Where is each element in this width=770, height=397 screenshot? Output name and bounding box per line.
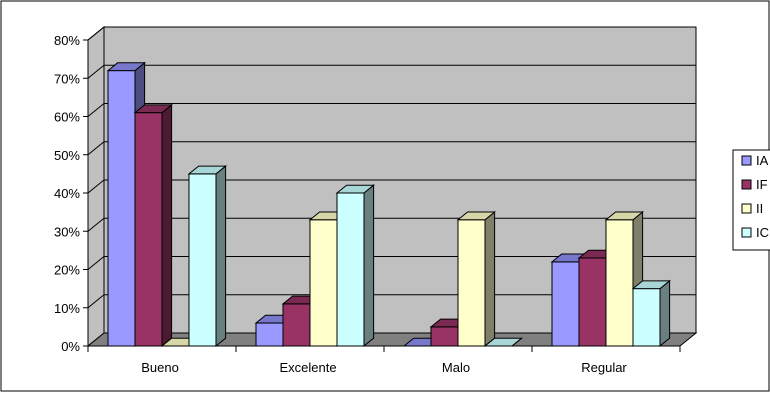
- y-tick-label: 70%: [54, 71, 80, 86]
- bar-side: [484, 210, 496, 348]
- legend: IA IF II IC: [732, 149, 770, 251]
- gridline: [87, 179, 696, 194]
- bar-front: [134, 112, 163, 347]
- y-tick-label: 30%: [54, 224, 80, 239]
- y-tick-label: 20%: [54, 263, 80, 278]
- y-tick-label: 80%: [54, 33, 80, 48]
- y-tick-label: 50%: [54, 148, 80, 163]
- legend-label: IC: [756, 225, 769, 240]
- bar-front: [282, 303, 311, 347]
- y-tick-label: 0%: [61, 339, 80, 354]
- gridline: [87, 103, 696, 117]
- bar-front: [309, 219, 338, 347]
- x-tick-label: Regular: [581, 360, 627, 375]
- legend-swatch: [741, 203, 752, 214]
- axis-layer: 0% 10% 20% 30% 40% 50% 60% 70% 80% Bueno Excelente…: [54, 33, 681, 375]
- bar: [604, 210, 645, 348]
- gridline: [87, 64, 696, 79]
- bar-front: [255, 322, 284, 347]
- bar-front: [457, 219, 486, 347]
- x-tick-label: Excelente: [279, 360, 336, 375]
- gridline: [87, 141, 696, 156]
- bar-front: [188, 173, 217, 347]
- bar-front: [336, 192, 365, 347]
- bar-side: [161, 103, 173, 348]
- bar-front: [107, 70, 136, 347]
- bar: [335, 184, 376, 348]
- bar-top: [187, 165, 228, 175]
- bar-front: [551, 261, 580, 347]
- y-tick-label: 60%: [54, 110, 80, 125]
- legend-swatch: [741, 155, 752, 166]
- legend-label: II: [756, 201, 763, 216]
- gridline: [87, 294, 696, 309]
- legend-swatch: [741, 227, 752, 238]
- bar-top: [106, 62, 147, 72]
- bar: [133, 103, 174, 348]
- x-tick-label: Malo: [442, 360, 470, 375]
- plot-area: [86, 25, 698, 348]
- gridline: [87, 217, 696, 232]
- bar-top: [631, 280, 672, 290]
- bar-top: [456, 211, 497, 221]
- bar-top: [483, 337, 524, 347]
- bar: [187, 165, 228, 348]
- bar-front: [578, 257, 607, 347]
- bar-side: [215, 165, 227, 348]
- bar: [456, 210, 497, 348]
- bar: [631, 279, 672, 348]
- y-tick-label: 10%: [54, 301, 80, 316]
- y-tick-label: 40%: [54, 186, 80, 201]
- bar-top: [133, 104, 174, 114]
- bar: [483, 337, 524, 347]
- bar-front: [632, 288, 661, 347]
- bar-top: [335, 184, 376, 194]
- bar-top: [604, 211, 645, 221]
- bar-side: [659, 279, 671, 348]
- legend-label: IA: [756, 153, 769, 168]
- bars-layer: [106, 61, 672, 348]
- bar-front: [605, 219, 634, 347]
- gridline: [87, 26, 696, 41]
- legend-label: IF: [756, 177, 768, 192]
- bar-side: [363, 184, 375, 348]
- x-tick-label: Bueno: [141, 360, 179, 375]
- legend-swatch: [741, 179, 752, 190]
- gridline: [87, 256, 696, 270]
- bar-front: [430, 326, 459, 347]
